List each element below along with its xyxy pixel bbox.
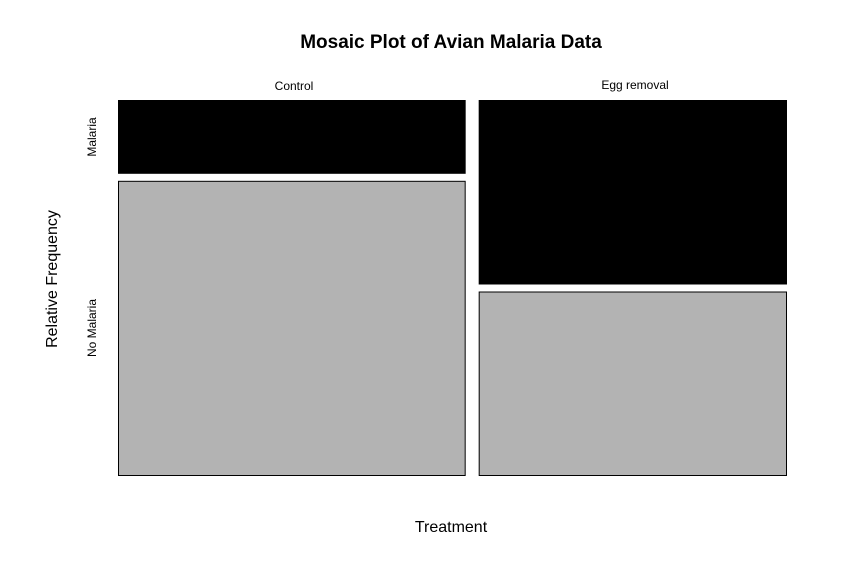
chart-title: Mosaic Plot of Avian Malaria Data [300,32,602,53]
column-label-control: Control [275,79,314,93]
row-label-no-malaria: No Malaria [85,299,99,357]
mosaic-tiles [118,100,787,477]
y-axis-label: Relative Frequency [44,210,61,348]
tile-egg-removal-malaria [478,100,787,285]
column-label-egg-removal: Egg removal [601,78,668,92]
tile-control-malaria [118,100,466,174]
row-label-malaria: Malaria [85,117,99,157]
x-axis-label: Treatment [415,519,488,536]
tile-control-no-malaria [118,180,466,477]
tile-egg-removal-no-malaria [478,291,787,476]
